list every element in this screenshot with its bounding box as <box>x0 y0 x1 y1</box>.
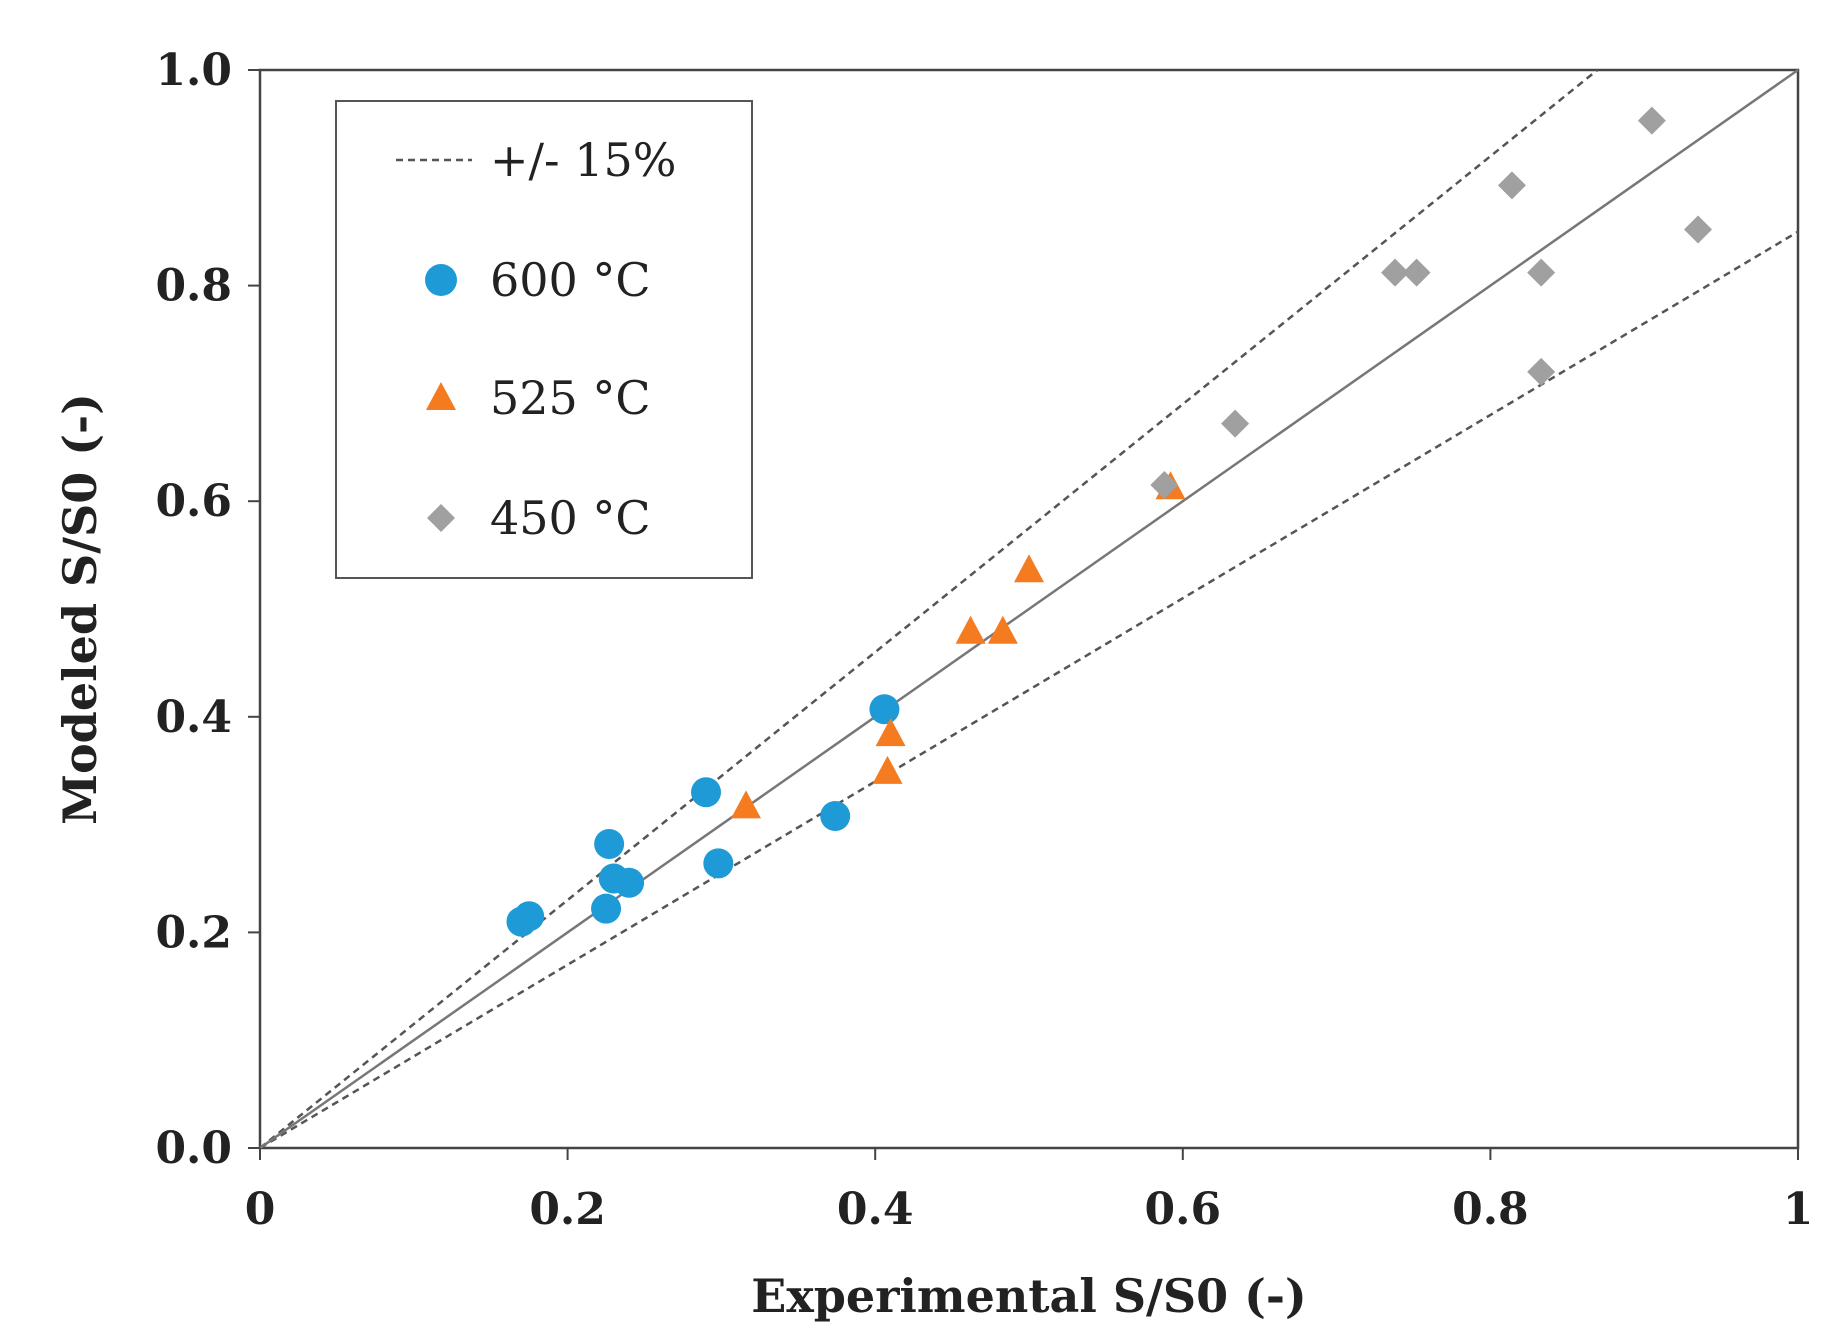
point-triangle-1-2 <box>875 718 906 747</box>
data-points <box>506 106 1713 937</box>
legend: +/- 15% 600 °C 525 °C 450 °C <box>335 100 753 579</box>
legend-symbol-600 <box>425 264 457 296</box>
legend-label-525: 525 °C <box>490 371 651 425</box>
y-tick-label: 0.4 <box>155 692 232 743</box>
point-circle-0-2 <box>591 893 622 924</box>
legend-symbol-525 <box>426 382 456 410</box>
point-triangle-1-1 <box>872 755 903 784</box>
point-diamond-2-1 <box>1221 409 1250 438</box>
point-diamond-2-2 <box>1381 258 1410 287</box>
legend-box <box>335 100 753 579</box>
point-circle-0-9 <box>869 694 900 725</box>
point-diamond-2-3 <box>1402 258 1431 287</box>
x-tick-label: 0.4 <box>837 1184 914 1235</box>
x-tick-label: 0.2 <box>529 1184 606 1235</box>
point-circle-0-6 <box>691 777 722 808</box>
reference-line-0-0 <box>259 69 1599 1149</box>
y-axis-title: Modeled S/S0 (-) <box>53 393 107 825</box>
legend-symbol-450 <box>427 504 455 532</box>
point-diamond-2-8 <box>1684 215 1713 244</box>
y-tick-label: 1.0 <box>155 45 232 96</box>
legend-label-600: 600 °C <box>490 253 651 307</box>
point-diamond-2-0 <box>1150 471 1179 500</box>
point-triangle-1-3 <box>955 615 986 644</box>
x-tick-label: 0 <box>245 1184 276 1235</box>
legend-label-reference: +/- 15% <box>490 133 676 187</box>
reference-line-1-0 <box>259 68 1799 1150</box>
point-circle-0-5 <box>614 867 645 898</box>
point-triangle-1-5 <box>1014 554 1044 583</box>
point-diamond-2-5 <box>1527 258 1556 287</box>
y-tick-label: 0.8 <box>155 261 232 312</box>
point-circle-0-7 <box>703 848 734 879</box>
y-tick-label: 0.2 <box>155 907 232 958</box>
point-triangle-1-4 <box>987 615 1018 644</box>
x-axis-title: Experimental S/S0 (-) <box>751 1269 1306 1323</box>
point-circle-0-1 <box>514 901 545 932</box>
point-diamond-2-6 <box>1527 357 1556 386</box>
axis-ticks: 0 0.2 0.4 0.6 0.8 1 0.0 0.2 0.4 0.6 0.8 1.0 <box>155 45 1813 1235</box>
x-tick-label: 0.6 <box>1145 1184 1222 1235</box>
x-tick-label: 0.8 <box>1452 1184 1529 1235</box>
y-tick-label: 0.6 <box>155 476 232 527</box>
legend-label-450: 450 °C <box>490 491 651 545</box>
point-diamond-2-7 <box>1637 106 1666 135</box>
point-circle-0-3 <box>594 829 625 860</box>
point-circle-0-8 <box>820 800 851 831</box>
y-tick-label: 0.0 <box>155 1123 232 1174</box>
point-diamond-2-4 <box>1497 171 1526 200</box>
point-triangle-1-0 <box>731 790 762 819</box>
x-tick-label: 1 <box>1783 1184 1814 1235</box>
